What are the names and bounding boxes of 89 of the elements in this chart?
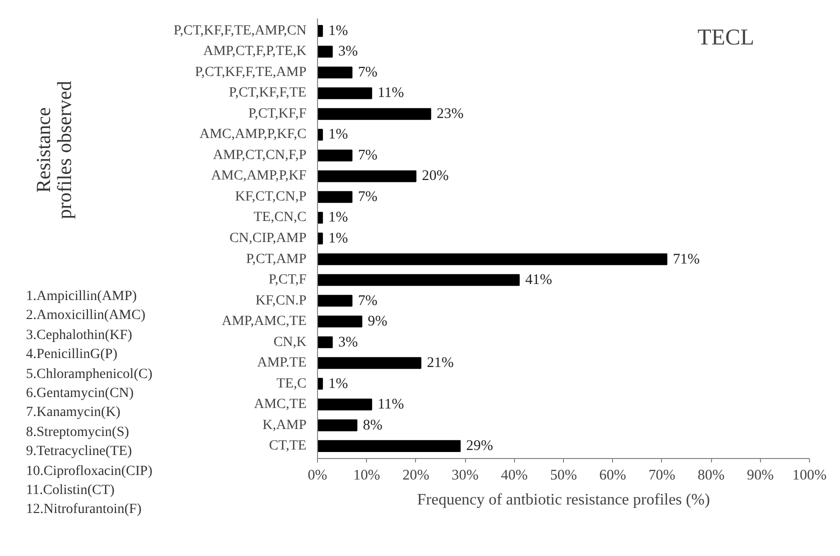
bar [318, 357, 422, 369]
data-label: 1% [328, 376, 348, 392]
bar [318, 398, 372, 410]
y-tick-label: P,CT,F [268, 272, 307, 288]
data-label: 21% [426, 355, 454, 372]
x-tick-label: 30% [452, 468, 479, 484]
y-tick-label: TE,C [276, 376, 307, 392]
text: 10.Ciprofloxacin(CIP) [26, 464, 152, 479]
text: 11.Colistin(CT) [26, 483, 115, 498]
text: 3.Cephalothin(KF) [26, 328, 132, 343]
y-tick-label: CT,TE [269, 438, 307, 454]
bar [318, 25, 323, 37]
bar [318, 108, 432, 120]
y-tick-label: P,CT,KF,F,TE,AMP,CN [174, 23, 307, 38]
bar [318, 232, 323, 244]
y-tick-label: AMP.TE [257, 356, 307, 371]
text: 7.Kanamycin(K) [26, 405, 120, 420]
bar [318, 336, 333, 348]
text: 1.Ampicillin(AMP) [26, 289, 137, 304]
x-tick-label: 50% [550, 468, 577, 484]
data-label: 9% [368, 314, 388, 330]
bar [318, 150, 352, 162]
data-label: 7% [358, 292, 378, 309]
data-label: 20% [422, 168, 449, 184]
chart-title: TECL [698, 24, 754, 50]
x-tick-label: 40% [500, 468, 528, 484]
text: 4.PenicillinG(P) [26, 347, 118, 362]
y-tick-label: AMC,AMP,P,KF,C [199, 127, 307, 142]
bar [318, 212, 323, 224]
y-tick-label: P,CT,AMP [246, 252, 307, 267]
y-tick-label: P,CT,KF,F,TE [228, 86, 307, 101]
data-label: 7% [358, 188, 378, 205]
bar [318, 294, 352, 307]
data-label: 71% [672, 251, 700, 268]
text: 2.Amoxicillin(AMC) [26, 308, 146, 324]
y-tick-label: P,CT,KF,F,TE,AMP [195, 64, 307, 80]
x-tick-label: 70% [648, 468, 676, 484]
bar [318, 378, 323, 390]
y-tick-label: KF,CT,CN,P [235, 189, 307, 204]
y-tick-label: CN,K [273, 334, 307, 350]
bar [318, 66, 352, 78]
data-label: 1% [328, 126, 348, 143]
x-tick-label: 90% [746, 468, 774, 484]
text: 6.Gentamycin(CN) [26, 386, 134, 402]
text: 9.Tetracycline(TE) [26, 444, 132, 460]
data-label: 1% [328, 22, 348, 39]
data-label: 23% [436, 106, 464, 122]
y-tick-label: P,CT,KF,F [248, 106, 307, 122]
y-tick-label: TE,CN,C [254, 210, 306, 226]
bar [318, 419, 358, 432]
bar [318, 316, 362, 328]
y-tick-label: AMP,CT,F,P,TE,K [203, 44, 307, 60]
x-tick-label: 60% [599, 468, 626, 484]
x-tick-label: 0% [308, 468, 328, 484]
bar [318, 128, 323, 141]
bar [318, 46, 333, 58]
y-tick-label: KF,CN.P [255, 293, 307, 308]
y-tick-label: AMP,AMC,TE [222, 314, 307, 330]
data-label: 3% [338, 44, 358, 60]
y-axis-title: Resistance profiles observed [33, 80, 76, 220]
bar [318, 87, 372, 100]
data-label: 29% [466, 438, 494, 454]
x-tick-label: 100% [792, 468, 827, 484]
y-tick-label: AMC,AMP,P,KF [211, 168, 307, 184]
bar [318, 253, 668, 266]
data-label: 8% [362, 417, 382, 434]
x-tick-label: 10% [353, 468, 380, 484]
data-label: 1% [328, 230, 348, 246]
data-label: 11% [378, 85, 404, 102]
bar [318, 170, 416, 182]
data-label: 7% [358, 147, 378, 164]
data-label: 7% [358, 64, 378, 80]
data-label: 41% [525, 272, 552, 288]
bar [318, 440, 461, 452]
x-tick-label: 20% [402, 468, 430, 484]
bar [318, 274, 520, 286]
x-tick-label: 80% [698, 468, 725, 484]
data-label: 1% [328, 210, 348, 226]
text: 8.Streptomycin(S) [26, 424, 130, 440]
y-tick-label: CN,CIP,AMP [229, 231, 307, 246]
data-label: 3% [338, 334, 358, 350]
x-axis-title: Frequency of antbiotic resistance profiles (%) [417, 492, 710, 508]
text: 12.Nitrofurantoin(F) [26, 502, 142, 518]
y-tick-label: AMC,TE [254, 397, 306, 412]
y-tick-label: K,AMP [262, 418, 307, 433]
text: 5.Chloramphenicol(C) [26, 366, 152, 382]
y-tick-label: AMP,CT,CN,F,P [212, 148, 307, 163]
bar [318, 191, 352, 203]
data-label: 11% [378, 396, 404, 413]
